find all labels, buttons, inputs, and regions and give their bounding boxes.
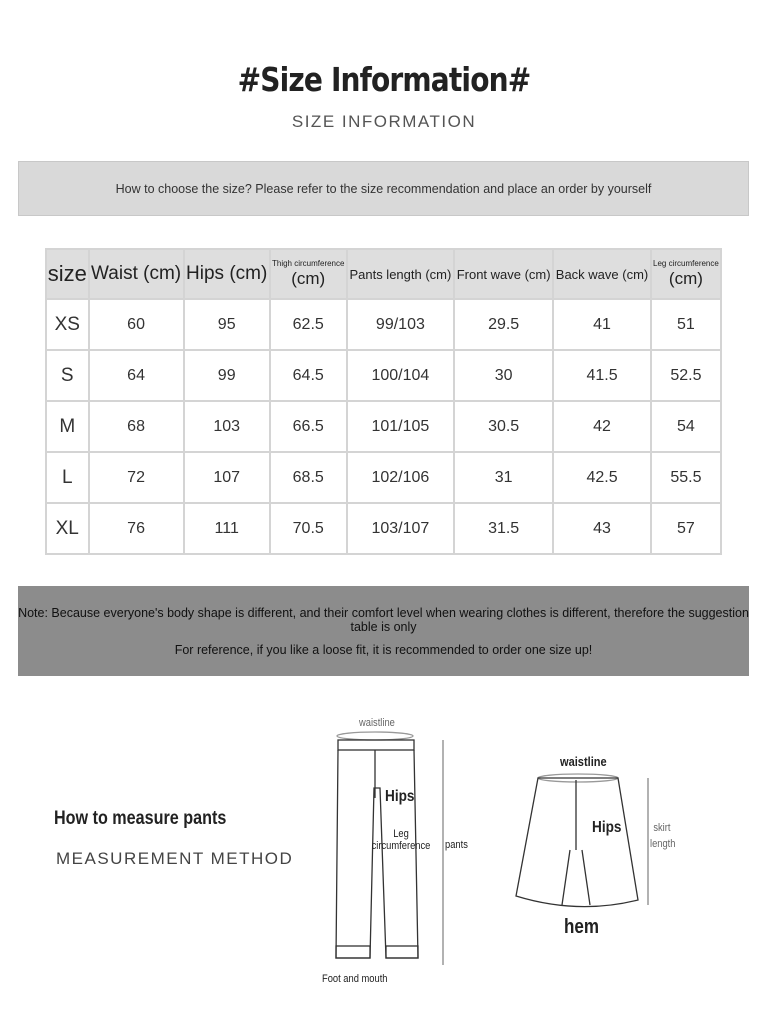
header-waist: Waist (cm) <box>87 248 185 300</box>
page-subtitle: SIZE INFORMATION <box>291 112 477 131</box>
value-cell: 31.5 <box>453 502 555 555</box>
table-row: L 72 107 68.5 102/106 31 42.5 55.5 <box>45 451 723 504</box>
header-hips: Hips (cm) <box>182 248 271 300</box>
size-cell: M <box>45 400 90 453</box>
value-cell: 76 <box>87 502 185 555</box>
note-line-2: For reference, if you like a loose fit, … <box>174 643 593 657</box>
pants-waistline-label: waistline <box>359 717 395 729</box>
value-cell: 99 <box>182 349 271 402</box>
value-cell: 107 <box>182 451 271 504</box>
header-leg-label: Leg circumference <box>653 259 719 268</box>
header-front-wave: Front wave (cm) <box>453 248 555 300</box>
table-row: M 68 103 66.5 101/105 30.5 42 54 <box>45 400 723 453</box>
value-cell: 43 <box>552 502 652 555</box>
value-cell: 31 <box>453 451 555 504</box>
value-cell: 64.5 <box>268 349 348 402</box>
measure-subheading: MEASUREMENT METHOD <box>56 849 294 868</box>
value-cell: 64 <box>87 349 185 402</box>
header-leg-unit: (cm) <box>668 269 703 288</box>
pants-leg-label: Leg circumference <box>371 828 431 852</box>
value-cell: 30 <box>453 349 555 402</box>
note-line-1: Note: Because everyone's body shape is d… <box>18 606 749 634</box>
measure-heading: How to measure pants <box>54 808 227 829</box>
pants-hips-label: Hips <box>385 788 415 805</box>
value-cell: 54 <box>649 400 723 453</box>
skirt-diagram <box>515 773 649 908</box>
value-cell: 95 <box>182 298 271 351</box>
pants-diagram <box>335 731 444 965</box>
value-cell: 103 <box>182 400 271 453</box>
size-table: size Waist (cm) Hips (cm) Thigh circumfe… <box>45 248 723 555</box>
skirt-waistline-label: waistline <box>560 754 607 769</box>
size-cell: XL <box>45 502 90 555</box>
value-cell: 102/106 <box>345 451 456 504</box>
value-cell: 51 <box>649 298 723 351</box>
skirt-hips-label: Hips <box>592 819 622 836</box>
value-cell: 41.5 <box>552 349 652 402</box>
value-cell: 60 <box>87 298 185 351</box>
table-row: XL 76 111 70.5 103/107 31.5 43 57 <box>45 502 723 555</box>
size-cell: L <box>45 451 90 504</box>
value-cell: 30.5 <box>453 400 555 453</box>
header-thigh-label: Thigh circumference <box>271 259 345 268</box>
value-cell: 68.5 <box>268 451 348 504</box>
page-title: #Size Information# <box>237 60 532 99</box>
value-cell: 29.5 <box>453 298 555 351</box>
value-cell: 66.5 <box>268 400 348 453</box>
pants-foot-label: Foot and mouth <box>322 973 388 985</box>
value-cell: 42.5 <box>552 451 652 504</box>
value-cell: 55.5 <box>649 451 723 504</box>
value-cell: 70.5 <box>268 502 348 555</box>
header-leg: Leg circumference (cm) <box>649 248 723 300</box>
value-cell: 103/107 <box>345 502 456 555</box>
note-banner: Note: Because everyone's body shape is d… <box>18 586 749 676</box>
value-cell: 68 <box>87 400 185 453</box>
header-back-wave: Back wave (cm) <box>552 248 652 300</box>
size-cell: S <box>45 349 90 402</box>
table-row: S 64 99 64.5 100/104 30 41.5 52.5 <box>45 349 723 402</box>
pants-length-label: pants <box>445 839 468 851</box>
value-cell: 57 <box>649 502 723 555</box>
value-cell: 99/103 <box>345 298 456 351</box>
value-cell: 62.5 <box>268 298 348 351</box>
size-advice-banner: How to choose the size? Please refer to … <box>18 161 749 216</box>
value-cell: 101/105 <box>345 400 456 453</box>
header-thigh-unit: (cm) <box>291 269 326 288</box>
table-header-row: size Waist (cm) Hips (cm) Thigh circumfe… <box>45 248 723 300</box>
size-advice-text: How to choose the size? Please refer to … <box>115 181 652 196</box>
value-cell: 100/104 <box>345 349 456 402</box>
value-cell: 111 <box>182 502 271 555</box>
header-thigh: Thigh circumference (cm) <box>268 248 348 300</box>
value-cell: 52.5 <box>649 349 723 402</box>
header-pants-length: Pants length (cm) <box>345 248 456 300</box>
value-cell: 42 <box>552 400 652 453</box>
skirt-length-label: skirt length <box>650 822 676 850</box>
header-size: size <box>45 248 90 300</box>
size-cell: XS <box>45 298 90 351</box>
value-cell: 72 <box>87 451 185 504</box>
table-row: XS 60 95 62.5 99/103 29.5 41 51 <box>45 298 723 351</box>
skirt-hem-label: hem <box>564 916 599 938</box>
value-cell: 41 <box>552 298 652 351</box>
